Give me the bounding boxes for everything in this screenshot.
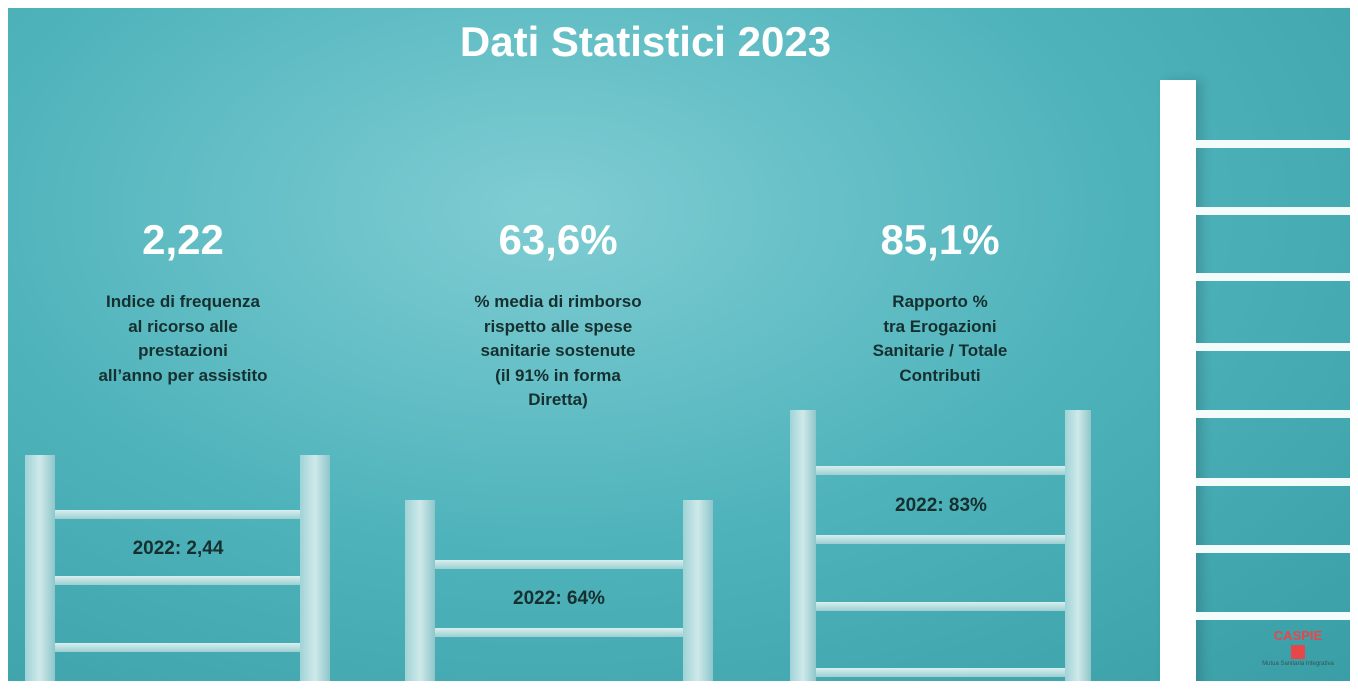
ladder-rail — [300, 455, 330, 681]
white-ladder-rung — [1196, 343, 1350, 351]
stat-description: Indice di frequenza al ricorso alle presta… — [13, 290, 353, 388]
previous-year: 2022: 2,44 — [132, 538, 224, 559]
white-ladder-rung — [1196, 207, 1350, 215]
description-line: Rapporto % — [892, 292, 988, 311]
white-ladder-rail — [1160, 80, 1196, 681]
previous-year: 2022: 64% — [513, 588, 605, 609]
stat-description: % media di rimborso rispetto alle spese sa… — [388, 290, 728, 413]
ladder-rail — [683, 500, 713, 681]
stat-value: 2,22 — [142, 216, 224, 263]
description-line: Indice di frequenza — [106, 292, 260, 311]
logo: CASPIE Mutua Sanitaria Integrativa — [1248, 628, 1348, 667]
description-line: tra Erogazioni — [883, 316, 997, 336]
description-line: sanitarie sostenute — [480, 341, 636, 360]
stat-value: 63,6% — [498, 216, 618, 263]
logo-cross — [1291, 645, 1305, 659]
infographic: Dati Statistici 2023 2,22 63,6% 85,1% In… — [8, 8, 1350, 681]
description-line: % media di rimborso — [474, 292, 642, 311]
description-line: (il 91% in forma — [495, 365, 621, 385]
white-ladder-rung — [1196, 410, 1350, 418]
ladder-rung — [435, 628, 683, 637]
white-ladder-rung — [1196, 273, 1350, 281]
stat-description: Rapporto % tra Erogazioni Sanitarie / Tota… — [770, 290, 1110, 388]
ladder-rung — [816, 668, 1065, 677]
previous-year: 2022: 83% — [895, 495, 987, 516]
ladder-rung — [816, 535, 1065, 544]
description-line: Contributi — [899, 365, 981, 385]
white-ladder-rung — [1196, 478, 1350, 486]
stat-value: 85,1% — [880, 216, 1000, 263]
logo-name: CASPIE — [1273, 628, 1323, 643]
ladder-rail — [790, 410, 816, 681]
description-line: rispetto alle spese — [483, 316, 633, 336]
ladder-rail — [405, 500, 435, 681]
description-line: Diretta) — [528, 390, 588, 409]
ladder-rung — [55, 576, 300, 585]
description-line: Sanitarie / Totale — [872, 341, 1008, 360]
description-line: all’anno per assistito — [98, 365, 268, 385]
title: Dati Statistici 2023 — [459, 18, 832, 65]
description-line: prestazioni — [138, 341, 228, 360]
ladder-rung — [435, 560, 683, 569]
ladder-rung — [55, 510, 300, 519]
white-ladder-rung — [1196, 612, 1350, 620]
ladder-rail — [1065, 410, 1091, 681]
ladder-rail — [25, 455, 55, 681]
ladder-rung — [816, 466, 1065, 475]
white-ladder-rung — [1196, 140, 1350, 148]
white-ladder-rung — [1196, 545, 1350, 553]
ladder-rung — [55, 643, 300, 652]
logo-tagline: Mutua Sanitaria Integrativa — [1262, 661, 1334, 667]
ladder-rung — [816, 602, 1065, 611]
description-line: al ricorso alle — [128, 316, 238, 336]
